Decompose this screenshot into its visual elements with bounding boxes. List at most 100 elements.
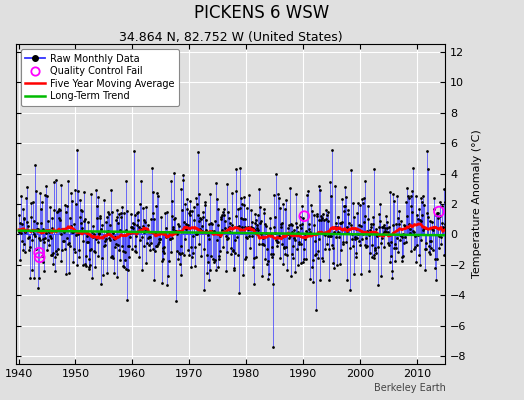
Point (31, 246, 40, 252)
Point (139, 223, 147, 229)
Point (224, 209, 232, 216)
Point (386, 253, 395, 260)
Point (45, 242, 53, 249)
Point (222, 236, 231, 243)
Point (241, 256, 249, 262)
Point (345, 220, 353, 226)
Point (275, 233, 283, 239)
Point (266, 224, 274, 231)
Point (377, 240, 385, 246)
Point (37, 220, 45, 226)
Point (57, 182, 66, 188)
Point (216, 233, 224, 240)
Point (61, 271, 70, 278)
Point (297, 260, 305, 266)
Point (166, 236, 174, 242)
Point (409, 165, 418, 171)
Point (370, 254, 378, 261)
Point (261, 230, 270, 236)
Point (240, 194, 248, 201)
Point (61, 202, 70, 208)
Point (396, 232, 404, 238)
Point (203, 259, 212, 266)
Point (95, 230, 104, 237)
Point (51, 254, 60, 260)
Point (106, 222, 114, 228)
Point (269, 251, 278, 258)
Point (389, 222, 397, 228)
Point (49, 250, 57, 256)
Point (191, 244, 200, 250)
Point (172, 228, 180, 234)
Point (232, 213, 241, 219)
Point (217, 216, 225, 223)
Point (351, 234, 359, 240)
Point (312, 250, 320, 257)
Point (441, 220, 450, 227)
Point (255, 186, 264, 192)
Point (215, 253, 223, 260)
Point (416, 218, 424, 224)
Point (16, 220, 24, 226)
Point (269, 344, 277, 350)
Point (173, 221, 182, 227)
Point (179, 177, 187, 183)
Point (273, 242, 281, 249)
Point (125, 243, 133, 250)
Point (25, 247, 33, 254)
Point (405, 221, 413, 227)
Point (325, 246, 333, 252)
Point (116, 210, 125, 216)
Point (64, 270, 73, 276)
Point (440, 186, 449, 192)
Point (232, 166, 240, 172)
Point (396, 237, 405, 243)
Point (37, 199, 46, 205)
Point (203, 252, 211, 258)
Point (135, 224, 144, 230)
Point (263, 246, 271, 252)
Point (331, 224, 339, 230)
Point (391, 245, 400, 251)
Point (296, 222, 304, 228)
Point (374, 282, 382, 288)
Point (347, 167, 355, 173)
Point (223, 181, 231, 187)
Point (436, 199, 444, 206)
Point (104, 228, 113, 234)
Point (342, 230, 351, 236)
Point (102, 219, 110, 225)
Point (121, 257, 129, 264)
Point (295, 241, 303, 248)
Point (392, 221, 400, 228)
Point (31, 162, 40, 168)
Point (200, 246, 208, 252)
Point (340, 203, 348, 210)
Point (291, 269, 300, 276)
Point (133, 210, 141, 216)
Point (310, 212, 318, 218)
Point (135, 254, 143, 260)
Point (183, 196, 191, 202)
Point (327, 193, 335, 200)
Point (28, 198, 37, 205)
Point (74, 254, 83, 261)
Point (365, 232, 374, 238)
Point (380, 229, 389, 235)
Point (409, 228, 417, 234)
Point (363, 243, 371, 250)
Point (354, 200, 363, 206)
Point (30, 274, 39, 281)
Point (234, 206, 243, 212)
Point (47, 215, 56, 221)
Point (43, 237, 52, 244)
Point (340, 208, 348, 214)
Point (78, 225, 86, 232)
Point (82, 252, 90, 259)
Point (343, 224, 351, 230)
Point (21, 229, 29, 235)
Point (165, 229, 173, 235)
Point (219, 244, 227, 250)
Point (196, 216, 205, 222)
Point (242, 215, 250, 222)
